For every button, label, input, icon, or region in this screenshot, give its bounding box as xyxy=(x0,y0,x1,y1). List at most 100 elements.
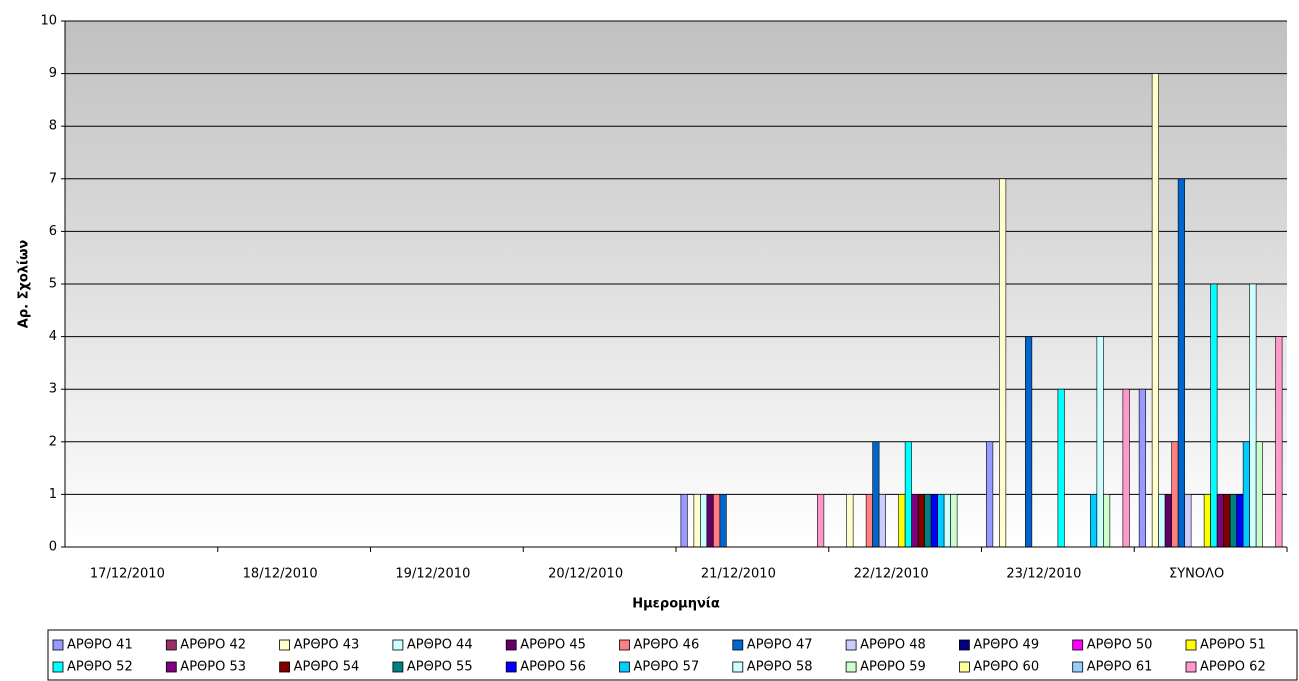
legend-label: ΑΡΘΡΟ 49 xyxy=(973,638,1039,653)
bar xyxy=(872,441,880,548)
legend-label: ΑΡΘΡΟ 52 xyxy=(67,660,133,675)
legend-swatch xyxy=(959,639,970,651)
bar xyxy=(865,494,873,548)
bar xyxy=(700,494,708,548)
legend-swatch xyxy=(52,661,64,673)
bar xyxy=(1203,494,1211,548)
bar xyxy=(1255,441,1263,548)
bar xyxy=(713,494,721,548)
legend-label: ΑΡΘΡΟ 45 xyxy=(520,638,586,653)
bar xyxy=(1103,494,1111,548)
legend-label: ΑΡΘΡΟ 47 xyxy=(747,638,813,653)
legend-swatch xyxy=(959,661,970,673)
bar xyxy=(1096,336,1104,548)
legend xyxy=(47,629,1298,681)
bar xyxy=(904,441,912,548)
legend-swatch xyxy=(279,639,291,651)
bar xyxy=(950,494,958,548)
bar xyxy=(693,494,701,548)
bar xyxy=(1242,441,1250,548)
legend-label: ΑΡΘΡΟ 57 xyxy=(634,660,700,675)
legend-label: ΑΡΘΡΟ 58 xyxy=(747,660,813,675)
x-tick-label: 23/12/2010 xyxy=(1006,567,1081,582)
bar xyxy=(1158,494,1166,548)
bar xyxy=(943,494,951,548)
bar xyxy=(1057,388,1065,548)
legend-swatch xyxy=(619,639,630,651)
bar xyxy=(937,494,945,548)
legend-swatch xyxy=(505,639,517,651)
bar xyxy=(878,494,886,548)
bar xyxy=(1223,494,1231,548)
y-tick-label: 2 xyxy=(49,434,57,449)
legend-swatch xyxy=(732,639,744,651)
legend-swatch xyxy=(165,639,177,651)
legend-label: ΑΡΘΡΟ 61 xyxy=(1087,660,1153,675)
y-tick-label: 3 xyxy=(49,382,57,397)
legend-swatch xyxy=(1185,639,1197,651)
bar xyxy=(680,494,688,548)
y-tick-label: 6 xyxy=(49,224,57,239)
bar xyxy=(1236,494,1244,548)
legend-label: ΑΡΘΡΟ 54 xyxy=(294,660,360,675)
bar xyxy=(706,494,714,548)
bar xyxy=(719,494,727,548)
x-tick-label: 22/12/2010 xyxy=(854,567,929,582)
legend-label: ΑΡΘΡΟ 53 xyxy=(180,660,246,675)
y-tick-label: 0 xyxy=(49,540,57,555)
bar xyxy=(986,441,994,548)
bar xyxy=(1229,494,1237,548)
legend-label: ΑΡΘΡΟ 62 xyxy=(1200,660,1266,675)
bar xyxy=(917,494,925,548)
legend-swatch xyxy=(279,661,291,673)
bar xyxy=(1025,336,1033,548)
legend-swatch xyxy=(845,661,857,673)
bar xyxy=(1216,494,1224,548)
legend-swatch xyxy=(1072,639,1084,651)
bar xyxy=(1275,336,1283,548)
legend-swatch xyxy=(505,661,517,673)
bar xyxy=(930,494,938,548)
y-tick-label: 1 xyxy=(49,487,57,502)
bar xyxy=(898,494,906,548)
legend-swatch xyxy=(392,639,404,651)
y-tick-label: 5 xyxy=(49,277,57,292)
x-tick-label: 17/12/2010 xyxy=(90,567,165,582)
legend-label: ΑΡΘΡΟ 44 xyxy=(407,638,473,653)
bar xyxy=(1122,388,1130,548)
bar xyxy=(924,494,932,548)
legend-label: ΑΡΘΡΟ 59 xyxy=(860,660,926,675)
y-tick-label: 8 xyxy=(49,119,57,134)
y-tick-label: 4 xyxy=(49,329,57,344)
bar xyxy=(1249,283,1257,548)
legend-swatch xyxy=(165,661,177,673)
y-tick-label: 7 xyxy=(49,171,57,186)
legend-swatch xyxy=(1185,661,1197,673)
legend-swatch xyxy=(52,639,64,651)
x-tick-label: 20/12/2010 xyxy=(548,567,623,582)
y-tick-label: 9 xyxy=(49,66,57,81)
legend-swatch xyxy=(732,661,744,673)
legend-label: ΑΡΘΡΟ 60 xyxy=(973,660,1039,675)
bar xyxy=(817,494,825,548)
x-tick-label: 19/12/2010 xyxy=(395,567,470,582)
bar xyxy=(1164,494,1172,548)
x-tick-label: ΣΥΝΟΛΟ xyxy=(1169,567,1224,582)
bar xyxy=(1184,494,1192,548)
bar xyxy=(911,494,919,548)
legend-label: ΑΡΘΡΟ 42 xyxy=(180,638,246,653)
legend-swatch xyxy=(619,661,630,673)
legend-label: ΑΡΘΡΟ 56 xyxy=(520,660,586,675)
y-tick-label: 10 xyxy=(40,14,57,29)
bar xyxy=(1138,388,1146,548)
bar xyxy=(1177,178,1185,548)
x-tick-label: 21/12/2010 xyxy=(701,567,776,582)
legend-swatch xyxy=(1072,661,1084,673)
legend-label: ΑΡΘΡΟ 43 xyxy=(294,638,360,653)
legend-label: ΑΡΘΡΟ 41 xyxy=(67,638,133,653)
legend-swatch xyxy=(845,639,857,651)
bar xyxy=(1090,494,1098,548)
legend-label: ΑΡΘΡΟ 46 xyxy=(634,638,700,653)
y-axis-label: Αρ. Σχολίων xyxy=(17,240,32,329)
